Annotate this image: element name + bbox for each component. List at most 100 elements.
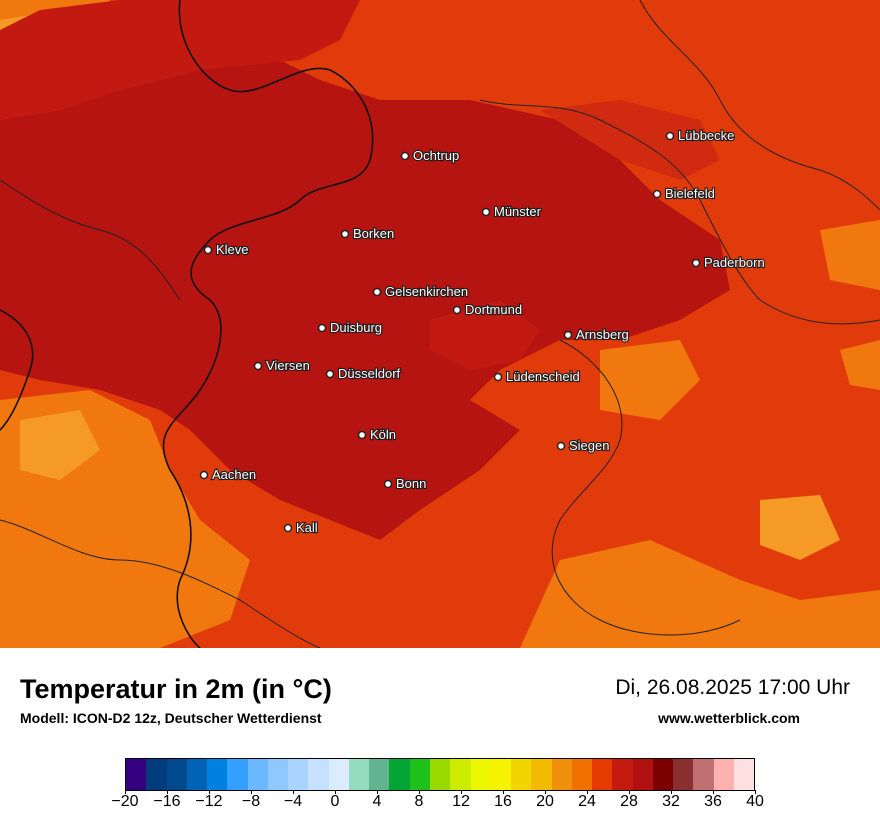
legend-tick-mark xyxy=(503,790,504,794)
city-label: Siegen xyxy=(569,438,609,453)
legend-swatch xyxy=(389,759,410,790)
legend-swatch xyxy=(531,759,552,790)
city-marker[interactable] xyxy=(317,323,327,333)
legend-tick-mark xyxy=(671,790,672,794)
city-label: Düsseldorf xyxy=(338,366,401,381)
legend-tick-mark xyxy=(377,790,378,794)
legend-swatch xyxy=(369,759,390,790)
legend-swatch xyxy=(166,759,187,790)
legend-swatch xyxy=(652,759,674,790)
city-marker[interactable] xyxy=(203,245,213,255)
city-marker[interactable] xyxy=(357,430,367,440)
city-label: Aachen xyxy=(212,467,256,482)
legend-swatch xyxy=(267,759,289,790)
city-marker[interactable] xyxy=(691,258,701,268)
city-label: Münster xyxy=(494,204,542,219)
legend-tick-label: 20 xyxy=(536,793,554,810)
city-label: Duisburg xyxy=(330,320,382,335)
city-label: Borken xyxy=(353,226,394,241)
city-marker[interactable] xyxy=(665,131,675,141)
city-label: Kall xyxy=(296,520,318,535)
legend-swatch xyxy=(470,759,491,790)
legend-swatch xyxy=(126,759,147,790)
legend-swatch xyxy=(592,759,613,790)
city-marker[interactable] xyxy=(400,151,410,161)
legend-swatch xyxy=(247,759,268,790)
city-label: Bielefeld xyxy=(665,186,715,201)
legend-tick-label: 0 xyxy=(330,793,340,810)
city-label: Arnsberg xyxy=(576,327,629,342)
legend-tick-label: 12 xyxy=(452,793,470,810)
city-label: Gelsenkirchen xyxy=(385,284,468,299)
legend-tick-mark xyxy=(587,790,588,794)
legend-tick-label: 4 xyxy=(372,793,382,810)
city-marker[interactable] xyxy=(325,369,335,379)
legend-tick-label: 36 xyxy=(704,793,722,810)
city-label: Lüdenscheid xyxy=(506,369,580,384)
legend-swatch xyxy=(409,759,430,790)
legend-tick-mark xyxy=(545,790,546,794)
city-marker[interactable] xyxy=(199,470,209,480)
legend-tick-mark xyxy=(125,790,126,794)
forecast-datetime: Di, 26.08.2025 17:00 Uhr xyxy=(615,676,850,699)
city-marker[interactable] xyxy=(383,479,393,489)
legend-tick-mark xyxy=(335,790,336,794)
legend-swatch xyxy=(551,759,572,790)
website-link[interactable]: www.wetterblick.com xyxy=(658,710,800,726)
legend-tick-mark xyxy=(167,790,168,794)
legend-tick-label: 28 xyxy=(620,793,638,810)
city-marker[interactable] xyxy=(452,305,462,315)
city-label: Viersen xyxy=(266,358,310,373)
legend-swatch xyxy=(348,759,370,790)
city-marker[interactable] xyxy=(493,372,503,382)
legend-tick-label: 32 xyxy=(662,793,680,810)
legend-swatch xyxy=(733,759,755,790)
legend-tick-mark xyxy=(461,790,462,794)
legend-swatch xyxy=(612,759,633,790)
legend-swatch xyxy=(571,759,593,790)
legend-swatch xyxy=(227,759,248,790)
legend-tick-label: 24 xyxy=(578,793,596,810)
temperature-map[interactable]: Lübbecke Ochtrup Bielefeld Münster Borken Kle… xyxy=(0,0,880,648)
city-marker[interactable] xyxy=(563,330,573,340)
legend-tick-label: 40 xyxy=(746,793,764,810)
map-title: Temperatur in 2m (in °C) xyxy=(20,674,332,704)
color-legend xyxy=(125,758,755,791)
legend-tick-mark xyxy=(713,790,714,794)
city-marker[interactable] xyxy=(481,207,491,217)
city-label: Lübbecke xyxy=(678,128,734,143)
legend-swatch xyxy=(288,759,309,790)
legend-swatch xyxy=(186,759,208,790)
city-label: Ochtrup xyxy=(413,148,459,163)
city-label: Kleve xyxy=(216,242,249,257)
legend-tick-mark xyxy=(293,790,294,794)
city-marker[interactable] xyxy=(556,441,566,451)
legend-swatch xyxy=(450,759,471,790)
legend-tick-label: 8 xyxy=(414,793,424,810)
city-marker[interactable] xyxy=(340,229,350,239)
legend-tick-label: −16 xyxy=(153,793,181,810)
city-marker[interactable] xyxy=(652,189,662,199)
legend-tick-label: −8 xyxy=(241,793,261,810)
city-marker[interactable] xyxy=(253,361,263,371)
city-marker[interactable] xyxy=(283,523,293,533)
model-subtitle: Modell: ICON-D2 12z, Deutscher Wetterdie… xyxy=(20,710,322,726)
legend-tick-label: 16 xyxy=(494,793,512,810)
legend-tick-mark xyxy=(755,790,756,794)
city-marker[interactable] xyxy=(372,287,382,297)
city-label: Paderborn xyxy=(704,255,765,270)
legend-swatch xyxy=(693,759,714,790)
legend-swatch xyxy=(146,759,167,790)
city-label: Bonn xyxy=(396,476,426,491)
legend-swatch xyxy=(429,759,451,790)
legend-swatch xyxy=(632,759,653,790)
legend-swatch xyxy=(328,759,349,790)
map-footer: Temperatur in 2m (in °C) Modell: ICON-D2… xyxy=(0,648,880,830)
legend-swatch xyxy=(207,759,228,790)
legend-tick-label: −20 xyxy=(111,793,139,810)
legend-swatch xyxy=(308,759,329,790)
legend-tick-label: −4 xyxy=(283,793,303,810)
legend-swatch xyxy=(490,759,512,790)
legend-swatch xyxy=(673,759,694,790)
legend-swatch xyxy=(511,759,532,790)
